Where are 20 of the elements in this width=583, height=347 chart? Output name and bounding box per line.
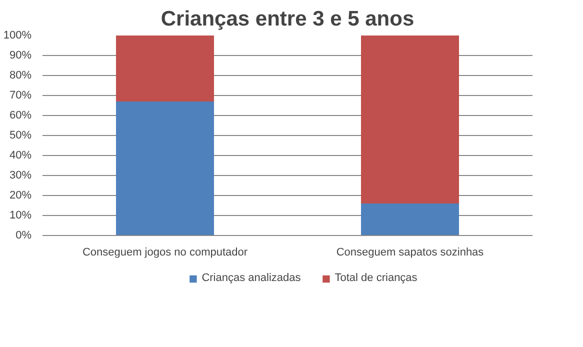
y-tick-label: 0% bbox=[16, 230, 32, 242]
y-tick-label: 80% bbox=[9, 70, 32, 82]
y-tick-label: 100% bbox=[3, 30, 32, 42]
x-tick-label: Conseguem jogos no computador bbox=[82, 246, 248, 258]
bar bbox=[116, 102, 214, 236]
y-tick-label: 30% bbox=[9, 170, 32, 182]
y-tick-label: 50% bbox=[9, 130, 32, 142]
y-tick-label: 70% bbox=[9, 90, 32, 102]
legend-label: Crianças analizadas bbox=[202, 272, 301, 284]
y-tick-label: 20% bbox=[9, 190, 32, 202]
bar bbox=[361, 204, 459, 236]
chart-title: Crianças entre 3 e 5 anos bbox=[160, 8, 414, 30]
y-tick-label: 10% bbox=[9, 210, 32, 222]
y-tick-label: 40% bbox=[9, 150, 32, 162]
legend-label: Total de crianças bbox=[334, 272, 418, 284]
y-tick-label: 60% bbox=[9, 110, 32, 122]
x-tick-label: Conseguem sapatos sozinhas bbox=[336, 246, 484, 258]
bar bbox=[116, 36, 214, 102]
y-tick-label: 90% bbox=[9, 50, 32, 62]
bar bbox=[361, 36, 459, 204]
